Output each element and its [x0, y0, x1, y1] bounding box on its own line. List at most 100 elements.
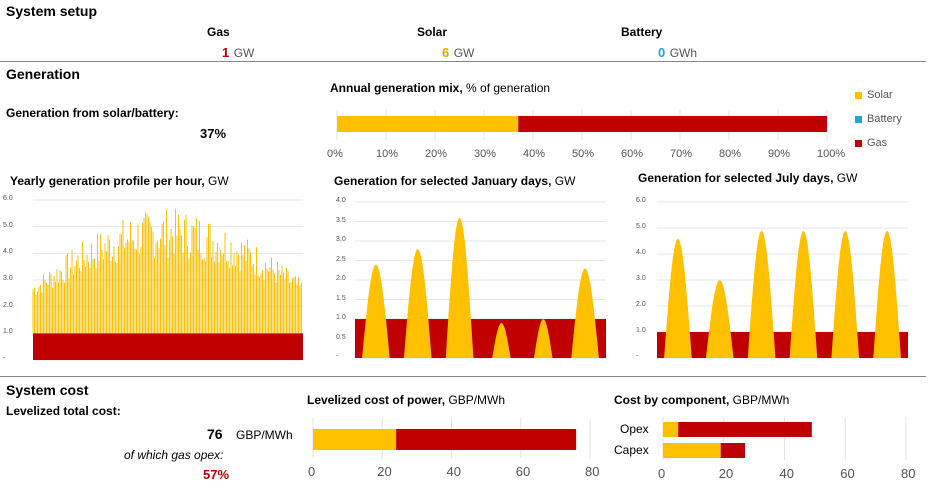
- jan-solar-day: [571, 268, 599, 358]
- jul-solar-day: [873, 230, 901, 358]
- yearly-gas-area: [33, 333, 303, 360]
- jul-solar-day: [831, 230, 860, 358]
- legend-gas: Gas: [855, 137, 887, 149]
- mix-x-tick: 20%: [425, 148, 448, 160]
- jul-y-tick: 2.0: [636, 301, 646, 308]
- solar-unit: GW: [453, 46, 475, 60]
- yearly-y-tick: 5.0: [3, 221, 13, 229]
- comp-x-tick: 0: [658, 466, 666, 481]
- jan-gas-area: [355, 319, 606, 358]
- jul-y-tick: 6.0: [636, 197, 646, 204]
- yearly-y-tick: 3.0: [3, 275, 13, 282]
- solar-capacity[interactable]: 6 GW: [442, 44, 474, 62]
- gas-unit: GW: [233, 46, 255, 60]
- gas-opex-value: 57%: [203, 467, 230, 482]
- jan-y-tick: 1.5: [336, 294, 346, 302]
- lcop-chart-title-rest: GBP/MWh: [445, 393, 506, 407]
- jan-y-tick: 0.5: [336, 333, 346, 341]
- comp-bar-opex-gas: [678, 422, 812, 437]
- lcop-x-tick: 80: [585, 464, 600, 479]
- comp-bar-opex-solar: [663, 422, 679, 437]
- gas-capacity[interactable]: 1 GW: [222, 44, 254, 62]
- lcop-x-tick: 20: [377, 464, 392, 479]
- battery-value[interactable]: 0: [658, 45, 666, 60]
- jan-solar-day: [403, 248, 432, 358]
- legend-solar-swatch: [855, 91, 862, 99]
- mix-x-tick: 10%: [376, 148, 399, 160]
- jan-solar-day: [492, 322, 511, 358]
- gas-value[interactable]: 1: [222, 45, 230, 60]
- yearly-chart-title-rest: GW: [204, 174, 229, 188]
- solar-value[interactable]: 6: [442, 45, 450, 60]
- comp-chart-title-rest: GBP/MWh: [729, 393, 790, 407]
- jan-chart-title: Generation for selected January days, GW: [334, 174, 575, 188]
- jan-y-tick: 3.0: [336, 236, 346, 243]
- mix-x-tick: 60%: [621, 148, 644, 160]
- mix-x-tick: 50%: [572, 148, 595, 160]
- jul-chart-title: Generation for selected July days, GW: [638, 171, 857, 185]
- yearly-y-tick: 2.0: [3, 301, 13, 309]
- legend-battery-swatch: [855, 115, 862, 123]
- lcop-x-tick: 60: [515, 464, 531, 479]
- mix-bar-gas: [518, 116, 827, 132]
- yearly-chart-title: Yearly generation profile per hour, GW: [10, 174, 229, 188]
- jan-y-tick: 2.0: [336, 275, 346, 282]
- solar-label: Solar: [417, 25, 448, 39]
- comp-x-tick: 40: [779, 466, 794, 481]
- jul-gas-area: [657, 332, 908, 358]
- system-setup-title: System setup: [6, 3, 98, 19]
- yearly-solar-spikes: [32, 208, 302, 334]
- battery-capacity[interactable]: 0 GWh: [658, 44, 697, 62]
- jul-y-tick: 3.0: [636, 275, 646, 282]
- mix-chart-title-bold: Annual generation mix,: [330, 81, 463, 95]
- comp-chart-title: Cost by component, GBP/MWh: [614, 393, 789, 407]
- legend-battery-label: Battery: [867, 113, 902, 125]
- comp-x-tick: 20: [718, 466, 734, 481]
- jan-solar-day: [445, 217, 474, 358]
- total-cost-label: Levelized total cost:: [6, 404, 121, 418]
- total-cost-unit: GBP/MWh: [236, 428, 293, 442]
- jan-solar-day: [534, 319, 553, 358]
- mix-bar-solar: [337, 116, 519, 132]
- mix-chart-title-rest: % of generation: [462, 81, 551, 95]
- jul-y-tick: 4.0: [636, 249, 646, 256]
- comp-x-tick: 60: [840, 466, 855, 481]
- jan-chart-title-rest: GW: [551, 174, 576, 188]
- lcop-x-tick: 0: [308, 464, 316, 479]
- mix-x-tick: 40%: [523, 148, 546, 160]
- jul-chart-title-rest: GW: [833, 171, 858, 185]
- lcop-bar-gas: [396, 429, 577, 450]
- gas-label: Gas: [207, 25, 230, 39]
- mix-chart-title: Annual generation mix, % of generation: [330, 81, 550, 95]
- jan-solar-day: [362, 264, 390, 358]
- battery-unit: GWh: [669, 46, 698, 60]
- lcop-chart-title-bold: Levelized cost of power,: [307, 393, 446, 407]
- mix-x-tick: 100%: [817, 148, 846, 160]
- mix-x-tick: 0%: [327, 148, 343, 160]
- jul-solar-day: [789, 230, 818, 358]
- yearly-y-tick: 1.0: [3, 328, 13, 336]
- legend-battery: Battery: [855, 113, 902, 125]
- yearly-chart-title-bold: Yearly generation profile per hour,: [10, 174, 205, 188]
- comp-cat-capex: Capex: [614, 443, 649, 457]
- comp-chart-title-bold: Cost by component,: [614, 393, 730, 407]
- jan-y-tick: -: [336, 353, 339, 360]
- jul-y-tick: 5.0: [636, 223, 646, 230]
- comp-bar-capex-gas: [720, 443, 746, 458]
- jul-solar-day: [705, 280, 734, 358]
- legend-gas-label: Gas: [867, 137, 888, 149]
- gas-opex-label: of which gas opex:: [124, 448, 224, 462]
- yearly-y-tick: -: [3, 355, 6, 362]
- mix-x-tick: 70%: [670, 148, 693, 160]
- jan-y-tick: 2.5: [336, 255, 346, 263]
- jan-y-tick: 4.0: [336, 197, 346, 204]
- battery-label: Battery: [621, 25, 663, 39]
- solar-share-label: Generation from solar/battery:: [6, 106, 179, 120]
- yearly-y-tick: 4.0: [3, 248, 13, 256]
- comp-bar-capex-solar: [663, 443, 721, 458]
- lcop-chart-title: Levelized cost of power, GBP/MWh: [307, 393, 505, 407]
- jul-solar-day: [664, 238, 692, 358]
